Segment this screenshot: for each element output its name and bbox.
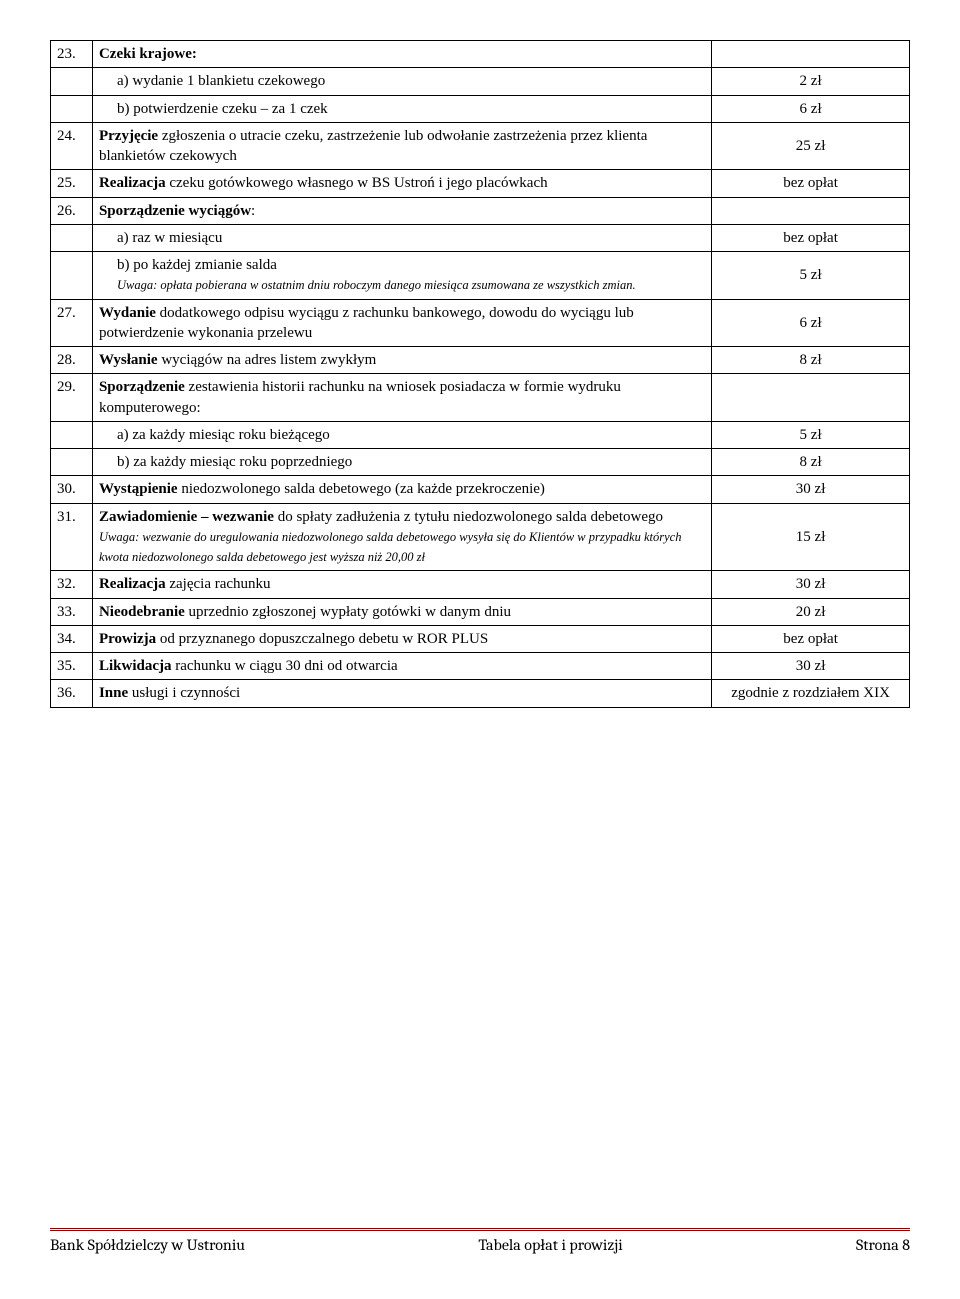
row-value: 25 zł: [712, 122, 910, 170]
row-number: 28.: [51, 347, 93, 374]
row-value: zgodnie z rozdziałem XIX: [712, 680, 910, 707]
table-row: a) raz w miesiącubez opłat: [51, 224, 910, 251]
row-text: Sporządzenie zestawienia historii rachun…: [92, 374, 711, 422]
table-row: 29.Sporządzenie zestawienia historii rac…: [51, 374, 910, 422]
table-row: 26.Sporządzenie wyciągów:: [51, 197, 910, 224]
row-text: a) raz w miesiącu: [92, 224, 711, 251]
table-row: b) za każdy miesiąc roku poprzedniego8 z…: [51, 449, 910, 476]
row-number: 35.: [51, 653, 93, 680]
row-value: bez opłat: [712, 224, 910, 251]
row-text: Realizacja czeku gotówkowego własnego w …: [92, 170, 711, 197]
footer-right: Strona 8: [856, 1235, 910, 1257]
row-text: Wydanie dodatkowego odpisu wyciągu z rac…: [92, 299, 711, 347]
row-text: b) za każdy miesiąc roku poprzedniego: [92, 449, 711, 476]
row-value: 2 zł: [712, 68, 910, 95]
row-value: [712, 374, 910, 422]
table-row: b) po każdej zmianie saldaUwaga: opłata …: [51, 252, 910, 300]
table-row: 36.Inne usługi i czynnościzgodnie z rozd…: [51, 680, 910, 707]
row-text: b) po każdej zmianie saldaUwaga: opłata …: [92, 252, 711, 300]
row-value: 6 zł: [712, 95, 910, 122]
row-value: 30 zł: [712, 476, 910, 503]
footer-left: Bank Spółdzielczy w Ustroniu: [50, 1235, 245, 1257]
row-number: 32.: [51, 571, 93, 598]
row-number: 26.: [51, 197, 93, 224]
row-text: a) za każdy miesiąc roku bieżącego: [92, 421, 711, 448]
row-number: [51, 224, 93, 251]
table-row: 34.Prowizja od przyznanego dopuszczalneg…: [51, 625, 910, 652]
page-footer: Bank Spółdzielczy w Ustroniu Tabela opła…: [50, 1235, 910, 1257]
row-value: [712, 197, 910, 224]
row-number: 31.: [51, 503, 93, 571]
row-number: 23.: [51, 41, 93, 68]
table-row: a) za każdy miesiąc roku bieżącego5 zł: [51, 421, 910, 448]
row-value: [712, 41, 910, 68]
row-text: Przyjęcie zgłoszenia o utracie czeku, za…: [92, 122, 711, 170]
row-value: 8 zł: [712, 449, 910, 476]
footer-center: Tabela opłat i prowizji: [478, 1235, 622, 1257]
table-row: 30.Wystąpienie niedozwolonego salda debe…: [51, 476, 910, 503]
row-number: 29.: [51, 374, 93, 422]
row-text: Inne usługi i czynności: [92, 680, 711, 707]
row-number: [51, 68, 93, 95]
row-text: Czeki krajowe:: [92, 41, 711, 68]
table-row: 24.Przyjęcie zgłoszenia o utracie czeku,…: [51, 122, 910, 170]
row-number: 33.: [51, 598, 93, 625]
row-value: 30 zł: [712, 653, 910, 680]
row-text: Likwidacja rachunku w ciągu 30 dni od ot…: [92, 653, 711, 680]
row-number: 36.: [51, 680, 93, 707]
row-text: Prowizja od przyznanego dopuszczalnego d…: [92, 625, 711, 652]
row-value: 20 zł: [712, 598, 910, 625]
row-text: b) potwierdzenie czeku – za 1 czek: [92, 95, 711, 122]
row-value: bez opłat: [712, 625, 910, 652]
row-value: bez opłat: [712, 170, 910, 197]
row-value: 30 zł: [712, 571, 910, 598]
row-number: [51, 95, 93, 122]
table-row: 31.Zawiadomienie – wezwanie do spłaty za…: [51, 503, 910, 571]
row-number: 27.: [51, 299, 93, 347]
row-number: [51, 449, 93, 476]
row-number: 30.: [51, 476, 93, 503]
row-text: Wysłanie wyciągów na adres listem zwykły…: [92, 347, 711, 374]
table-row: 25.Realizacja czeku gotówkowego własnego…: [51, 170, 910, 197]
table-row: 27.Wydanie dodatkowego odpisu wyciągu z …: [51, 299, 910, 347]
row-text: Zawiadomienie – wezwanie do spłaty zadłu…: [92, 503, 711, 571]
row-text: Sporządzenie wyciągów:: [92, 197, 711, 224]
row-number: 34.: [51, 625, 93, 652]
row-value: 8 zł: [712, 347, 910, 374]
row-text: a) wydanie 1 blankietu czekowego: [92, 68, 711, 95]
footer-divider: [50, 1228, 910, 1231]
row-text: Nieodebranie uprzednio zgłoszonej wypłat…: [92, 598, 711, 625]
table-row: 32.Realizacja zajęcia rachunku30 zł: [51, 571, 910, 598]
table-row: b) potwierdzenie czeku – za 1 czek6 zł: [51, 95, 910, 122]
row-number: [51, 421, 93, 448]
table-row: 35.Likwidacja rachunku w ciągu 30 dni od…: [51, 653, 910, 680]
row-value: 15 zł: [712, 503, 910, 571]
fee-table: 23.Czeki krajowe:a) wydanie 1 blankietu …: [50, 40, 910, 708]
row-value: 5 zł: [712, 252, 910, 300]
table-row: a) wydanie 1 blankietu czekowego2 zł: [51, 68, 910, 95]
row-number: [51, 252, 93, 300]
table-row: 28.Wysłanie wyciągów na adres listem zwy…: [51, 347, 910, 374]
row-text: Wystąpienie niedozwolonego salda debetow…: [92, 476, 711, 503]
row-value: 6 zł: [712, 299, 910, 347]
table-row: 33.Nieodebranie uprzednio zgłoszonej wyp…: [51, 598, 910, 625]
table-row: 23.Czeki krajowe:: [51, 41, 910, 68]
row-text: Realizacja zajęcia rachunku: [92, 571, 711, 598]
row-number: 24.: [51, 122, 93, 170]
row-value: 5 zł: [712, 421, 910, 448]
row-number: 25.: [51, 170, 93, 197]
